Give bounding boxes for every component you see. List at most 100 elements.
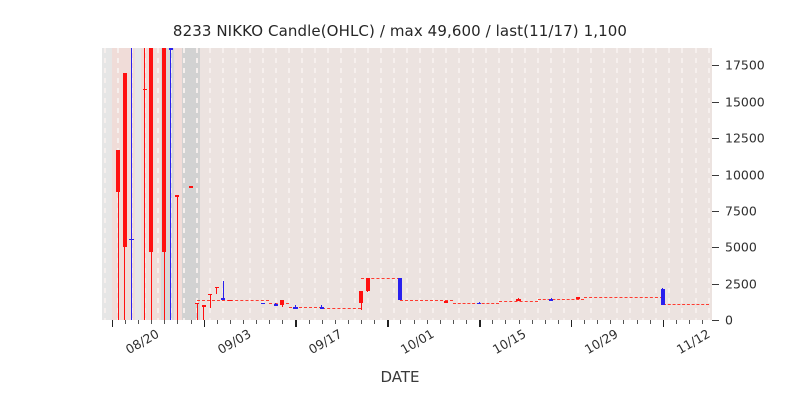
candle-wick — [196, 302, 198, 320]
x-axis-tick — [413, 320, 415, 324]
candle-wick — [176, 194, 178, 320]
x-axis-tick — [531, 320, 533, 324]
x-axis-tick-label: 10/15 — [489, 326, 529, 358]
x-axis-tick — [256, 320, 258, 324]
x-axis-tick-label: 11/12 — [673, 326, 713, 358]
x-axis-tick-label: 09/17 — [306, 326, 346, 358]
x-axis-tick-label: 10/01 — [398, 326, 437, 358]
x-axis-tick — [702, 320, 704, 324]
candle-body — [398, 277, 403, 300]
candle-body — [221, 298, 226, 300]
y-axis-tick-label: 17500 — [725, 57, 765, 73]
grid-line — [209, 48, 212, 320]
grid-line — [497, 48, 500, 320]
candle-body — [359, 290, 364, 303]
candle-body — [575, 297, 580, 300]
x-axis-tick — [689, 320, 691, 324]
y-axis-tick-label: 2500 — [725, 276, 757, 292]
x-axis-major-tick — [111, 320, 114, 327]
candle-wick — [117, 149, 119, 320]
y-axis-tick — [712, 101, 719, 103]
grid-line — [668, 48, 671, 320]
grid-line — [629, 48, 631, 320]
candle-body — [273, 304, 278, 306]
candle-wick — [131, 48, 133, 320]
grid-line — [182, 48, 185, 320]
candle-body — [201, 305, 206, 308]
y-axis-tick — [712, 283, 719, 285]
candle-wick — [275, 302, 277, 306]
grid-line — [655, 48, 658, 320]
grid-line — [287, 48, 290, 320]
x-axis-tick — [466, 320, 468, 324]
candle-body — [660, 289, 665, 306]
grid-line — [274, 48, 277, 320]
candle-body — [195, 302, 200, 305]
x-axis-tick — [557, 320, 559, 324]
grid-line — [340, 48, 343, 320]
x-axis-major-tick — [570, 320, 573, 327]
candle-body — [319, 306, 324, 309]
y-axis-tick-label: 0 — [725, 312, 733, 328]
plot-area — [102, 48, 712, 320]
grid-line — [707, 48, 710, 320]
candle-body — [280, 299, 285, 306]
close-line-segment — [321, 307, 362, 309]
x-axis-tick — [518, 320, 520, 324]
y-axis-tick-label: 15000 — [725, 94, 765, 110]
x-axis-tick — [361, 320, 363, 324]
grid-line — [471, 48, 474, 320]
grid-line — [419, 48, 422, 320]
grid-line — [615, 48, 618, 320]
x-axis-tick — [649, 320, 651, 324]
grid-line — [524, 48, 527, 320]
candle-wick — [294, 305, 296, 307]
x-axis-tick — [597, 320, 599, 324]
candle-body — [175, 194, 180, 197]
grid-line — [458, 48, 461, 320]
x-axis-tick — [177, 320, 179, 324]
background-band — [200, 48, 712, 320]
y-axis-tick — [712, 65, 719, 67]
x-axis-tick — [216, 320, 218, 324]
x-axis-tick-label: 08/20 — [122, 326, 162, 358]
y-axis-tick — [712, 210, 719, 212]
background-band — [102, 48, 113, 320]
y-axis-tick-label: 12500 — [725, 130, 765, 146]
y-axis-tick-label: 5000 — [725, 239, 757, 255]
x-axis-tick — [243, 320, 245, 324]
x-axis-tick — [334, 320, 336, 324]
grid-line — [445, 48, 448, 320]
y-axis-tick-label: 10000 — [725, 167, 765, 183]
grid-line — [327, 48, 330, 320]
x-axis-tick-label: 10/29 — [581, 326, 621, 358]
y-axis-tick — [712, 138, 719, 140]
x-axis-title: DATE — [380, 368, 420, 386]
close-line-segment — [288, 306, 322, 308]
close-line-segment — [498, 301, 539, 303]
x-axis-tick-label: 09/03 — [214, 326, 254, 358]
y-axis-tick — [712, 320, 719, 321]
grid-line — [563, 48, 566, 320]
candle-body — [122, 72, 127, 248]
candle-wick — [216, 286, 218, 294]
candle-wick — [222, 280, 224, 300]
x-axis-tick — [138, 320, 140, 324]
candle-body — [227, 299, 232, 302]
candle-body — [188, 186, 193, 188]
x-axis-tick — [426, 320, 428, 324]
candle-body — [116, 149, 121, 192]
candle-body — [260, 302, 265, 305]
close-line-segment — [400, 299, 453, 301]
background-band — [182, 48, 201, 320]
x-axis-tick — [190, 320, 192, 324]
candle-wick — [170, 48, 172, 320]
grid-line — [576, 48, 579, 320]
close-line-segment — [197, 299, 230, 301]
grid-line — [537, 48, 540, 320]
x-axis-tick — [610, 320, 612, 324]
candle-body — [214, 286, 219, 289]
grid-line — [681, 48, 684, 320]
grid-line — [196, 48, 199, 320]
